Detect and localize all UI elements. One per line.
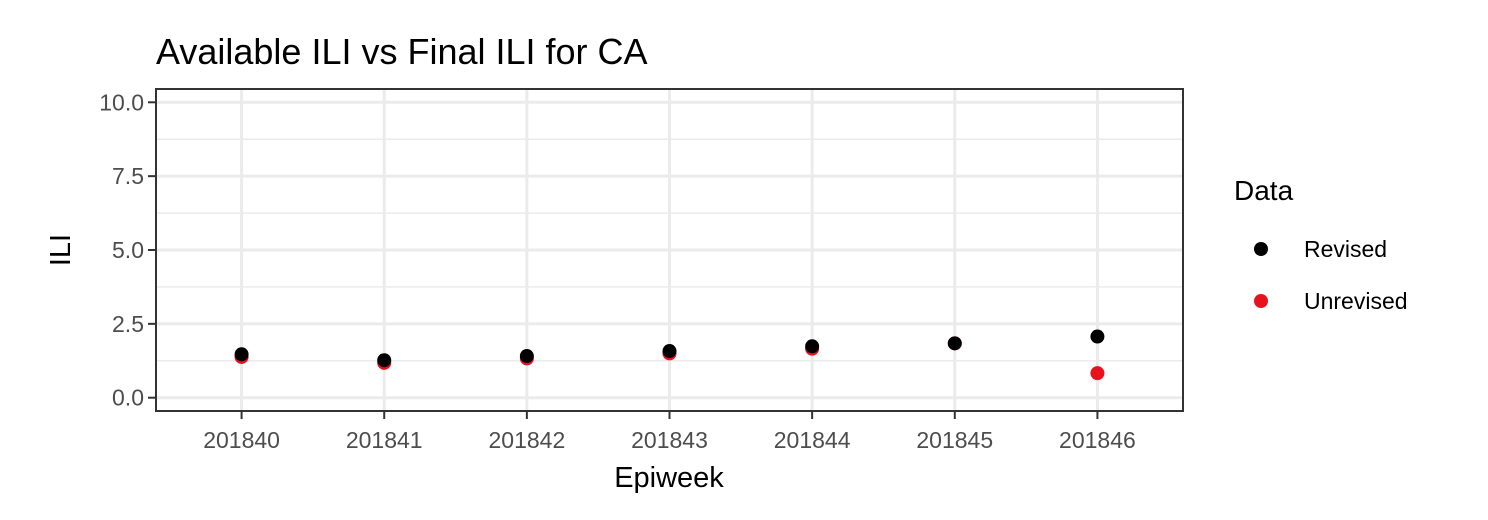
y-tick-label: 10.0 — [99, 89, 144, 115]
x-tick-label: 201842 — [488, 427, 565, 453]
legend-title: Data — [1234, 175, 1294, 206]
x-axis-title: Epiweek — [614, 462, 724, 494]
x-tick-label: 201841 — [346, 427, 423, 453]
point-revised — [519, 349, 534, 364]
y-tick-label: 0.0 — [112, 385, 144, 411]
legend-key-revised — [1254, 242, 1268, 256]
point-revised — [234, 347, 249, 362]
y-axis: 0.0 2.5 5.0 7.5 10.0 — [99, 89, 156, 411]
point-revised — [947, 336, 962, 351]
x-tick-label: 201840 — [203, 427, 280, 453]
x-axis: 201840 201841 201842 201843 201844 201845 2018… — [203, 411, 1136, 453]
y-tick-label: 5.0 — [112, 237, 144, 263]
legend: Data Revised Unrevised — [1234, 175, 1408, 314]
y-axis-title: ILI — [45, 234, 77, 266]
plot-area — [155, 88, 1184, 412]
x-tick-label: 201844 — [774, 427, 851, 453]
point-unrevised — [1090, 366, 1105, 381]
data-points — [234, 329, 1105, 381]
y-tick-label: 7.5 — [112, 163, 144, 189]
x-tick-label: 201846 — [1059, 427, 1136, 453]
legend-label-unrevised: Unrevised — [1304, 288, 1408, 314]
x-tick-label: 201845 — [916, 427, 993, 453]
x-tick-label: 201843 — [631, 427, 708, 453]
point-revised — [377, 353, 392, 368]
point-revised — [662, 344, 677, 359]
legend-label-revised: Revised — [1304, 236, 1387, 262]
point-revised — [805, 339, 820, 354]
legend-key-unrevised — [1254, 294, 1268, 308]
y-tick-label: 2.5 — [112, 311, 144, 337]
point-revised — [1090, 329, 1105, 344]
chart-title: Available ILI vs Final ILI for CA — [156, 31, 648, 72]
